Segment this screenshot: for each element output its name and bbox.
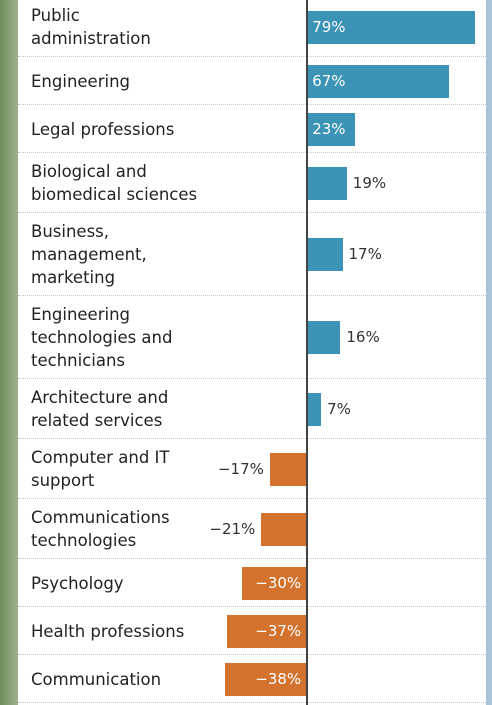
value-label: 67% xyxy=(312,71,346,90)
value-label: 79% xyxy=(312,17,346,36)
category-label: Business, management, marketing xyxy=(31,222,147,287)
value-label: −21% xyxy=(209,519,256,538)
value-label: 19% xyxy=(352,173,387,192)
row: Communications technologies −21% xyxy=(18,499,486,559)
row: Engineering 67% xyxy=(18,57,486,105)
row: Legal professions 23% xyxy=(18,105,486,153)
category-label: Architecture and related services xyxy=(31,388,169,430)
category-label: Computer and IT support xyxy=(31,448,170,490)
row: Communication −38% xyxy=(18,655,486,703)
category-label: Engineering technologies and technicians xyxy=(31,305,173,370)
value-label: 23% xyxy=(312,119,346,138)
row: Psychology −30% xyxy=(18,559,486,607)
value-label: 16% xyxy=(346,328,380,346)
value-label: −38% xyxy=(255,669,302,688)
bar xyxy=(306,321,341,354)
row: Business, management, marketing 17% xyxy=(18,213,486,296)
category-label: Health professions xyxy=(31,621,185,641)
bar xyxy=(306,64,450,98)
zero-axis xyxy=(306,0,308,705)
bar xyxy=(261,512,307,546)
value-label: 17% xyxy=(348,245,382,263)
value-label: −37% xyxy=(255,621,302,640)
bar xyxy=(242,566,307,600)
bar xyxy=(225,662,307,696)
row: Biological and biomedical sciences 19% xyxy=(18,153,486,213)
category-label: Legal professions xyxy=(31,119,175,139)
bar xyxy=(306,10,475,44)
row: Public administration 79% xyxy=(18,0,486,57)
chart: Public administration 79% Engineering 67% Le… xyxy=(18,0,486,705)
row: Computer and IT support −17% xyxy=(18,439,486,499)
row: Architecture and related services 7% xyxy=(18,379,486,439)
bar xyxy=(306,392,322,426)
category-label: Communication xyxy=(31,669,162,689)
category-label: Psychology xyxy=(31,573,124,593)
category-label: Communications technologies xyxy=(31,508,170,550)
row: Engineering technologies and technicians… xyxy=(18,296,486,379)
category-label: Biological and biomedical sciences xyxy=(31,162,198,204)
bar xyxy=(306,166,347,200)
category-label: Engineering xyxy=(31,71,130,91)
value-label: −30% xyxy=(255,573,302,592)
bar xyxy=(269,452,307,486)
category-label: Public administration xyxy=(31,6,151,48)
value-label: 7% xyxy=(327,399,351,418)
row: Health professions −37% xyxy=(18,607,486,655)
bar xyxy=(306,112,356,146)
value-label: −17% xyxy=(217,459,264,478)
bar xyxy=(306,238,343,271)
bar xyxy=(227,614,307,648)
